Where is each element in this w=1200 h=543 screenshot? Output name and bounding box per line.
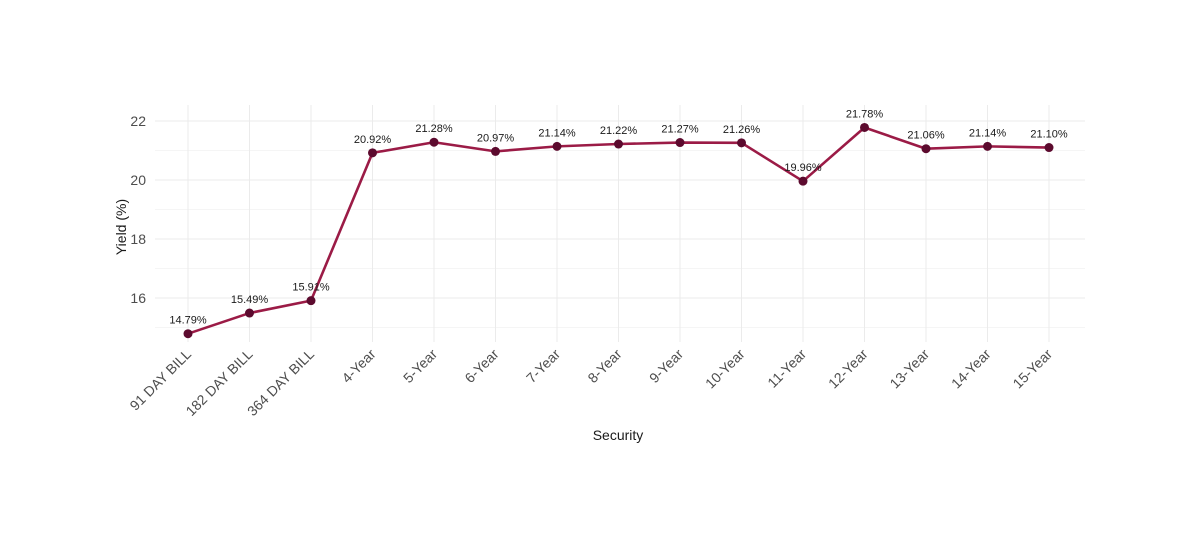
data-labels: 14.79% 15.49% 15.91% 20.92% 21.28% 20.97% 21.1…: [169, 108, 1068, 326]
x-tick-label: 10-Year: [702, 346, 748, 392]
data-label: 15.91%: [292, 282, 330, 294]
data-point: [921, 144, 931, 154]
x-tick-label: 9-Year: [646, 346, 686, 386]
data-label: 21.28%: [415, 123, 453, 135]
y-axis-title: Yield (%): [113, 199, 129, 255]
data-label: 14.79%: [169, 315, 207, 327]
x-axis-title: Security: [593, 427, 644, 443]
data-point: [737, 138, 746, 148]
y-tick-label: 20: [130, 172, 146, 188]
x-tick-label: 15-Year: [1009, 346, 1055, 392]
x-tick-label: 4-Year: [338, 346, 378, 386]
y-axis-ticks: 16 18 20 22: [130, 113, 146, 306]
data-label: 19.96%: [784, 162, 822, 174]
data-label: 20.92%: [354, 134, 392, 146]
data-point: [983, 141, 992, 151]
data-label: 21.06%: [907, 130, 945, 142]
data-point: [614, 139, 623, 149]
data-point: [552, 141, 562, 151]
data-point: [1044, 143, 1054, 153]
y-tick-label: 22: [130, 113, 146, 129]
data-point: [429, 137, 439, 147]
data-label: 21.78%: [846, 108, 884, 120]
x-tick-label: 12-Year: [825, 346, 871, 392]
data-label: 21.10%: [1030, 129, 1068, 141]
data-label: 21.22%: [600, 125, 638, 137]
series-points: [183, 122, 1054, 339]
data-label: 20.97%: [477, 132, 515, 144]
x-tick-label: 7-Year: [523, 346, 563, 386]
data-point: [368, 148, 377, 158]
data-point: [183, 329, 193, 339]
data-point: [245, 308, 254, 318]
data-label: 21.26%: [723, 124, 761, 136]
y-tick-label: 18: [130, 231, 146, 247]
x-tick-label: 8-Year: [584, 346, 624, 386]
x-tick-label: 11-Year: [764, 346, 809, 391]
data-point: [491, 146, 500, 156]
x-tick-label: 5-Year: [400, 346, 440, 386]
data-point: [675, 138, 685, 148]
x-tick-label: 91 DAY BILL: [126, 346, 194, 414]
x-tick-label: 13-Year: [886, 346, 932, 392]
y-tick-label: 16: [130, 290, 146, 306]
x-tick-label: 6-Year: [461, 346, 501, 386]
data-point: [798, 176, 808, 186]
x-tick-label: 14-Year: [948, 346, 994, 392]
data-point: [306, 296, 316, 306]
grid-lines: [155, 105, 1085, 342]
data-point: [860, 122, 869, 132]
data-label: 21.14%: [969, 127, 1007, 139]
data-label: 21.27%: [661, 124, 699, 136]
data-label: 21.14%: [538, 127, 576, 139]
data-label: 15.49%: [231, 294, 269, 306]
